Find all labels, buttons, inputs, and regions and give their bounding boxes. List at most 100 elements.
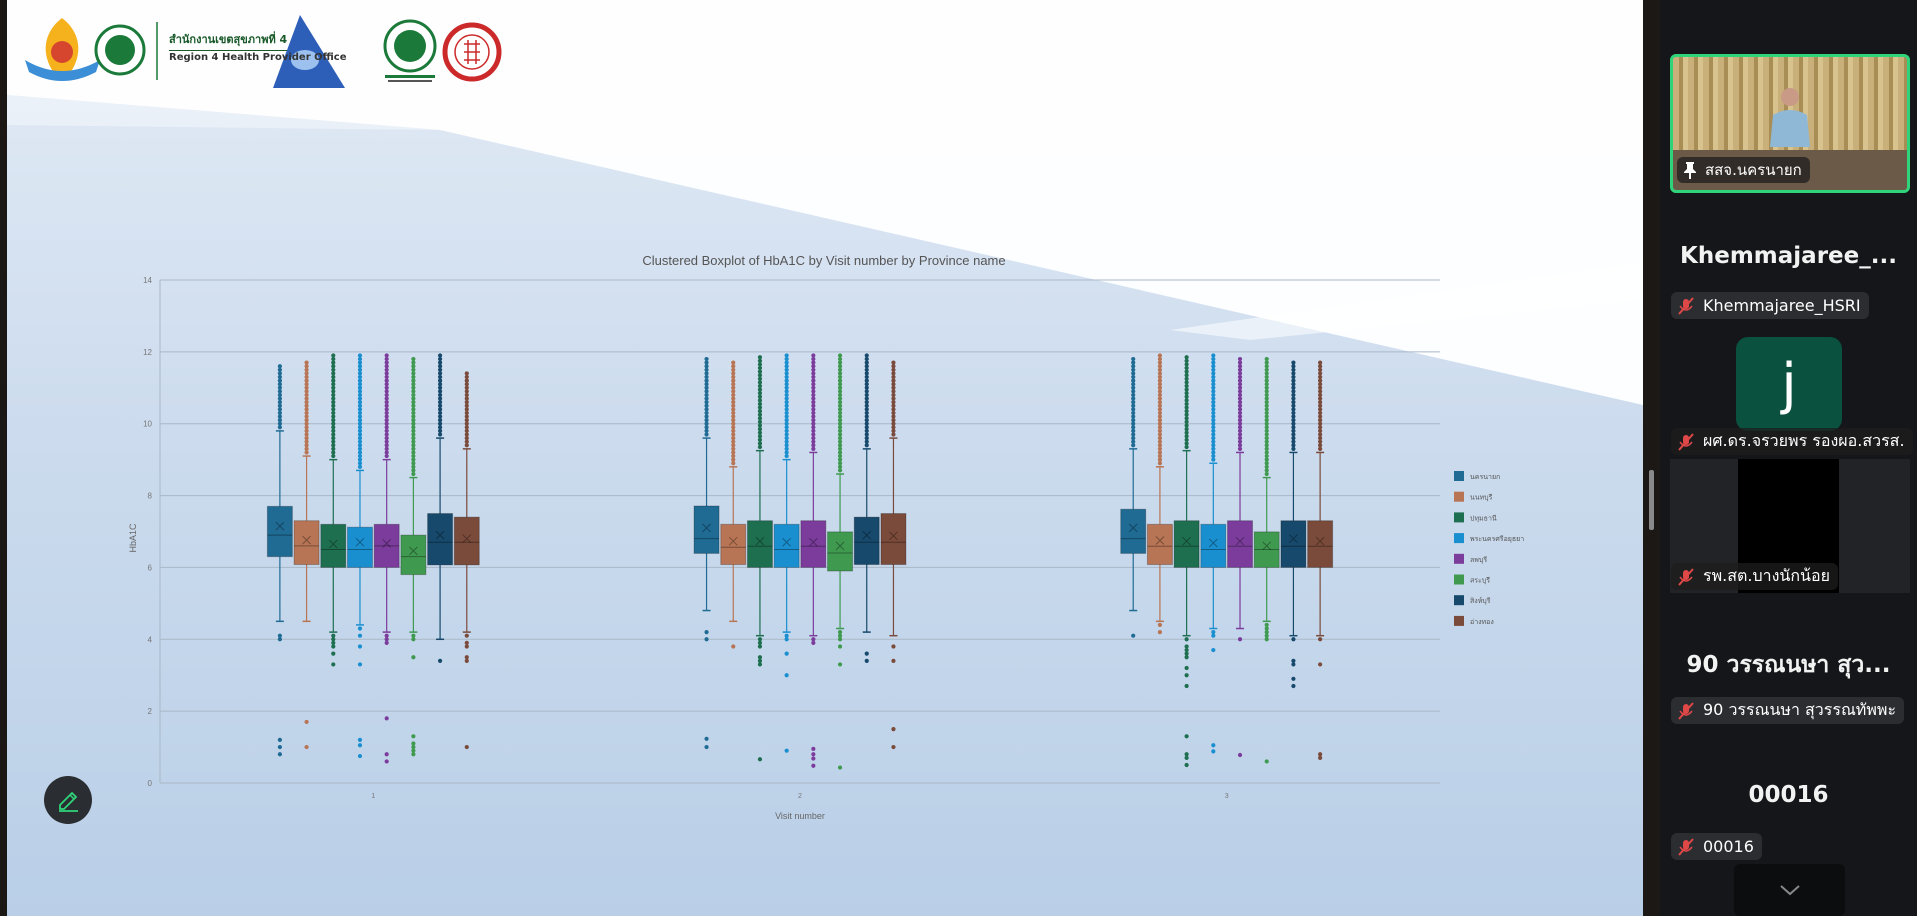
participant-name-pill[interactable]: 90 วรรณนษา สุวรรณทัพพะ xyxy=(1671,697,1905,724)
outlier-point xyxy=(1211,443,1216,448)
participant-name-pill[interactable]: 00016 xyxy=(1671,833,1762,860)
outlier-point xyxy=(1318,382,1323,387)
y-tick-label: 0 xyxy=(148,779,153,788)
legend-label: ลพบุรี xyxy=(1470,556,1487,564)
outlier-point xyxy=(411,403,416,408)
y-tick-label: 4 xyxy=(148,635,153,644)
outlier-point xyxy=(464,658,469,663)
outlier-point xyxy=(731,378,736,383)
outlier-point xyxy=(1264,464,1269,469)
participant-avatar[interactable]: j xyxy=(1736,337,1842,431)
outlier-point xyxy=(837,428,843,433)
outlier-point xyxy=(384,414,389,419)
mean-marker xyxy=(328,539,338,549)
legend-label: นนทบุรี xyxy=(1470,494,1493,502)
outlier-point xyxy=(704,389,709,394)
outlier-point xyxy=(411,633,416,638)
outlier-point xyxy=(891,364,896,369)
scroll-down-button[interactable] xyxy=(1734,864,1845,916)
box-iqr xyxy=(880,513,907,566)
outlier-point xyxy=(277,410,282,416)
panel-scrollbar[interactable] xyxy=(1649,470,1654,530)
outlier-point xyxy=(1184,380,1189,385)
x-axis-label: Visit number xyxy=(775,811,825,821)
outlier-point xyxy=(384,421,389,426)
boxplot-chart: Clustered Boxplot of HbA1C by Visit numb… xyxy=(128,253,1524,821)
org-name-english: Region 4 Health Provider Office xyxy=(169,52,347,63)
outlier-point xyxy=(1237,400,1243,405)
outlier-point xyxy=(837,418,843,423)
outlier-point xyxy=(704,371,709,376)
outlier-point xyxy=(464,655,469,660)
outlier-point xyxy=(1211,392,1216,398)
outlier-point xyxy=(304,439,309,444)
participant-video-tile[interactable]: สสจ.นครนายก xyxy=(1670,54,1910,193)
outlier-point xyxy=(1291,367,1296,372)
outlier-point xyxy=(837,662,843,667)
outlier-point xyxy=(1184,637,1189,642)
mean-marker xyxy=(862,530,872,540)
outlier-point xyxy=(1157,414,1163,419)
outlier-point xyxy=(1184,655,1189,660)
outlier-point xyxy=(704,367,709,372)
outlier-point xyxy=(411,428,416,433)
outlier-point xyxy=(1131,374,1136,380)
outlier-point xyxy=(357,378,363,383)
outlier-point xyxy=(891,378,896,383)
outlier-point xyxy=(731,400,736,405)
mean-marker xyxy=(728,536,738,546)
outlier-point xyxy=(464,428,469,433)
outlier-point xyxy=(1211,439,1216,444)
mean-marker xyxy=(435,530,445,540)
outlier-point xyxy=(757,658,763,663)
outlier-point xyxy=(1184,401,1189,407)
outlier-point xyxy=(304,414,309,419)
outlier-point xyxy=(1264,367,1269,372)
outlier-point xyxy=(437,658,443,663)
outlier-point xyxy=(864,658,869,663)
outlier-point xyxy=(357,418,363,423)
outlier-point xyxy=(437,353,443,358)
outlier-point xyxy=(864,432,869,437)
outlier-point xyxy=(704,400,709,405)
outlier-point xyxy=(1131,439,1136,444)
outlier-point xyxy=(837,435,843,441)
outlier-point xyxy=(704,360,709,365)
legend-swatch xyxy=(1454,615,1464,626)
outlier-point xyxy=(784,414,789,419)
outlier-point xyxy=(357,425,363,430)
outlier-point xyxy=(357,662,363,667)
outlier-point xyxy=(277,418,282,423)
outlier-point xyxy=(704,396,709,401)
outlier-point xyxy=(837,353,843,358)
box-iqr xyxy=(346,526,373,568)
outlier-point xyxy=(437,428,443,433)
outlier-point xyxy=(1318,425,1323,430)
outlier-point xyxy=(704,378,709,383)
outlier-point xyxy=(1184,394,1189,399)
outlier-point xyxy=(1291,410,1296,416)
participant-name-pill[interactable]: Khemmajaree_HSRI xyxy=(1671,292,1869,319)
outlier-point xyxy=(811,360,816,365)
outlier-point xyxy=(384,640,389,645)
outlier-point xyxy=(411,752,416,757)
outlier-point xyxy=(1211,647,1216,653)
outlier-point xyxy=(1318,378,1323,383)
outlier-point xyxy=(784,353,789,358)
outlier-point xyxy=(357,396,363,401)
outlier-point xyxy=(1291,421,1296,426)
outlier-point xyxy=(837,367,843,372)
outlier-point xyxy=(891,410,896,416)
outlier-point xyxy=(331,637,336,642)
outlier-point xyxy=(837,382,843,387)
participant-name-pill[interactable]: รพ.สต.บางนักน้อย xyxy=(1671,563,1838,590)
outlier-point xyxy=(731,457,736,462)
outlier-point xyxy=(384,410,389,416)
legend-swatch xyxy=(1454,553,1464,564)
box-1-6 xyxy=(400,356,427,757)
outlier-point xyxy=(1157,403,1163,408)
outlier-point xyxy=(304,385,309,390)
participant-name-pill[interactable]: ผศ.ดร.จรวยพร รองผอ.สวรส. xyxy=(1671,428,1913,455)
outlier-point xyxy=(331,414,336,419)
annotate-button[interactable] xyxy=(44,776,92,824)
